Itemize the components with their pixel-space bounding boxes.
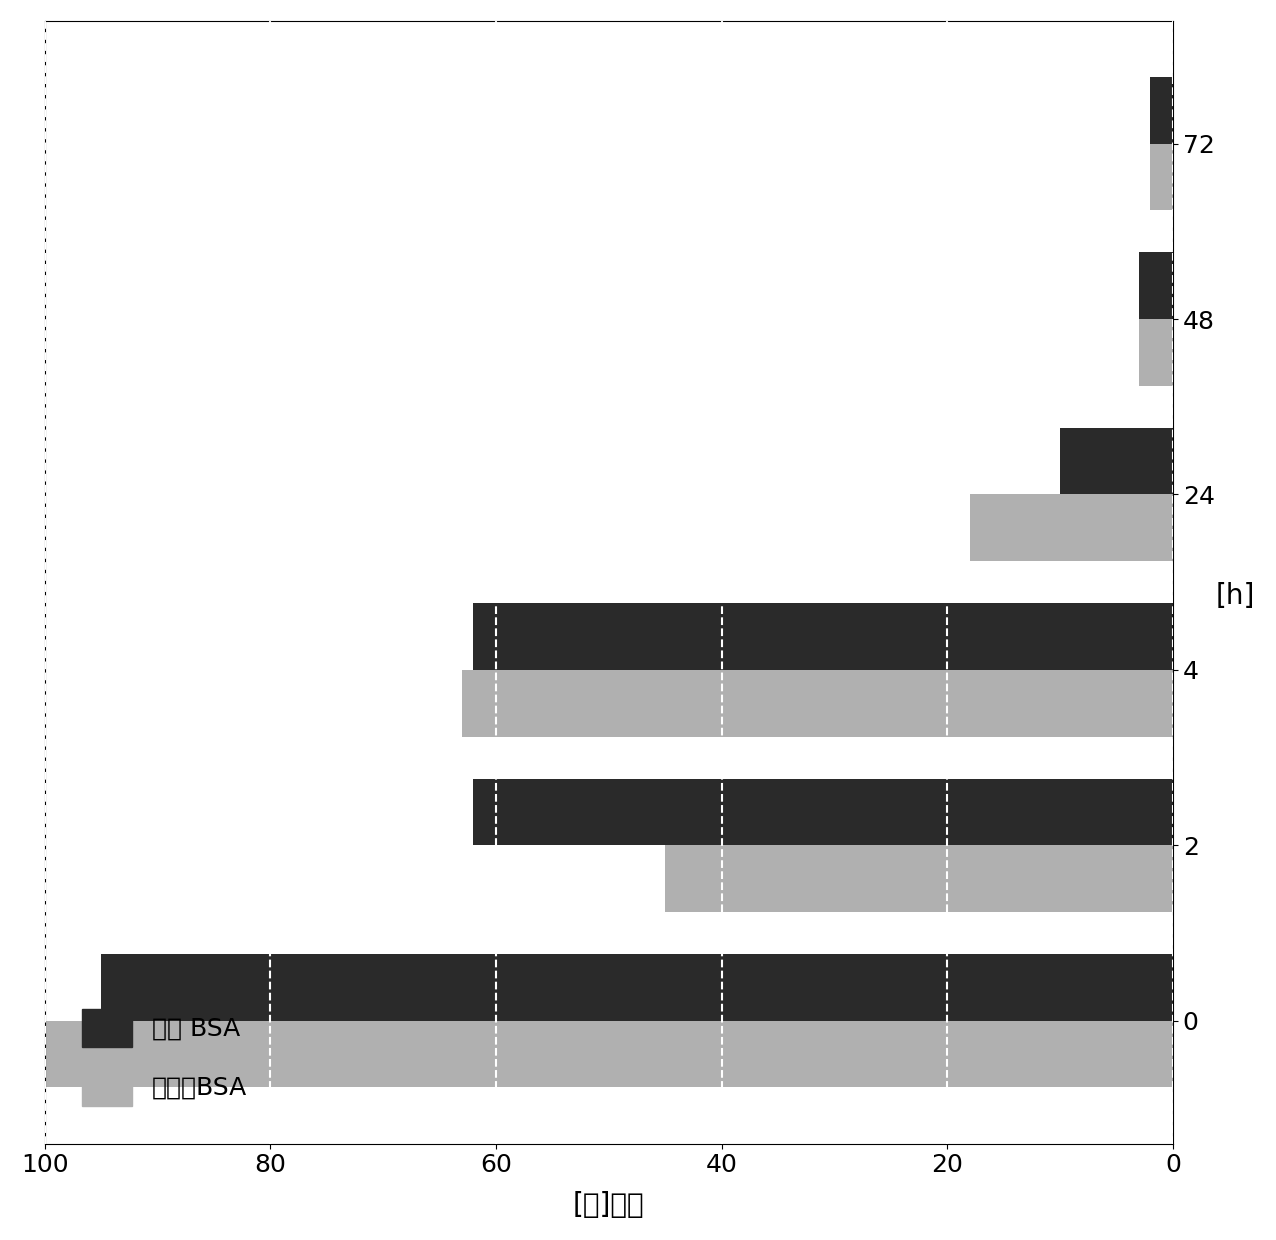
Bar [473, 779, 1173, 846]
Bar [970, 495, 1173, 562]
Bar [462, 670, 1173, 737]
Bar [45, 1021, 1173, 1087]
Bar [473, 603, 1173, 670]
Bar [1151, 77, 1173, 144]
Legend: 使用 BSA, 不使用BSA: 使用 BSA, 不使用BSA [57, 983, 272, 1131]
X-axis label: [％]回収: [％]回収 [573, 1192, 644, 1219]
Bar [101, 954, 1173, 1021]
Bar [1139, 319, 1173, 386]
Y-axis label: [h]: [h] [1216, 583, 1256, 610]
Bar [1151, 144, 1173, 211]
Bar [1060, 428, 1173, 495]
Bar [665, 846, 1173, 911]
Bar [1139, 253, 1173, 319]
